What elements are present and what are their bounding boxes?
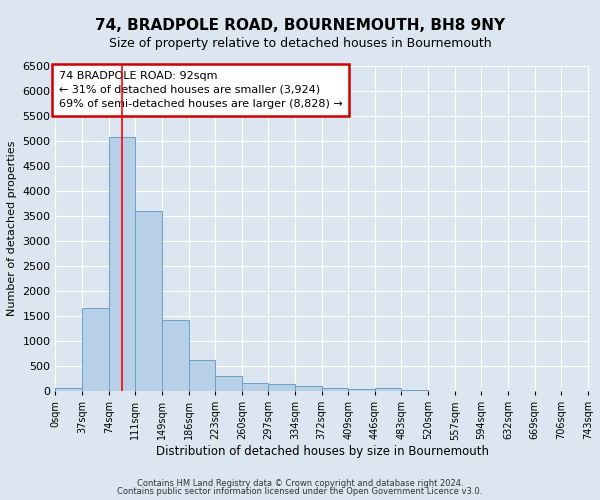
Y-axis label: Number of detached properties: Number of detached properties <box>7 141 17 316</box>
Text: Size of property relative to detached houses in Bournemouth: Size of property relative to detached ho… <box>109 38 491 51</box>
Bar <box>136 211 162 391</box>
Bar <box>348 389 375 391</box>
Bar <box>401 390 428 391</box>
Text: Contains HM Land Registry data © Crown copyright and database right 2024.: Contains HM Land Registry data © Crown c… <box>137 478 463 488</box>
Bar <box>82 308 109 391</box>
Bar <box>295 386 322 391</box>
Bar <box>109 137 136 391</box>
X-axis label: Distribution of detached houses by size in Bournemouth: Distribution of detached houses by size … <box>156 445 489 458</box>
Bar <box>162 320 188 391</box>
Bar <box>55 388 82 391</box>
Text: 74, BRADPOLE ROAD, BOURNEMOUTH, BH8 9NY: 74, BRADPOLE ROAD, BOURNEMOUTH, BH8 9NY <box>95 18 505 32</box>
Bar <box>242 383 268 391</box>
Bar <box>375 388 401 391</box>
Bar <box>215 376 242 391</box>
Bar <box>268 384 295 391</box>
Text: 74 BRADPOLE ROAD: 92sqm
← 31% of detached houses are smaller (3,924)
69% of semi: 74 BRADPOLE ROAD: 92sqm ← 31% of detache… <box>59 71 343 109</box>
Text: Contains public sector information licensed under the Open Government Licence v3: Contains public sector information licen… <box>118 487 482 496</box>
Bar <box>322 388 348 391</box>
Bar <box>188 360 215 391</box>
